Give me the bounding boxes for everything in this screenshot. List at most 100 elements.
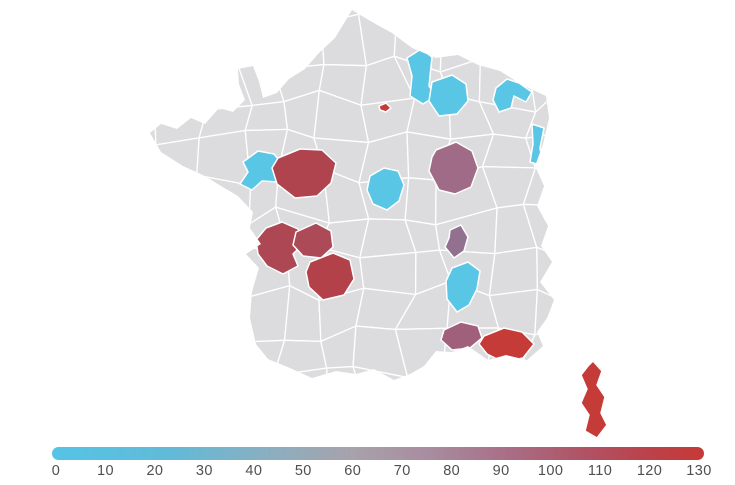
department-cell	[155, 288, 208, 339]
department-cell	[150, 288, 160, 339]
department-cell	[441, 10, 491, 29]
department-cell	[150, 10, 199, 33]
legend-gradient-bar	[52, 447, 704, 460]
department-cell	[325, 365, 369, 380]
department-cell	[401, 376, 443, 380]
department-haute-vienne[interactable]: dark red department, centre-west — 105	[305, 252, 355, 301]
department-cell	[273, 367, 329, 380]
department-vienne[interactable]: dark red department, west-centre — 95	[292, 222, 334, 259]
department-cell	[150, 208, 163, 252]
department-cell	[150, 98, 157, 146]
legend-tick-label: 30	[195, 463, 213, 479]
department-cell	[155, 241, 210, 305]
department-cell	[359, 251, 417, 296]
department-cell	[488, 246, 539, 297]
department-cell	[527, 65, 554, 113]
department-cell	[481, 404, 526, 440]
department-cell	[206, 246, 246, 305]
department-cell	[159, 210, 210, 248]
department-cell	[479, 24, 530, 68]
department-cell	[150, 54, 208, 111]
department-cell	[401, 397, 441, 432]
department-cell	[152, 398, 200, 440]
department-loire[interactable]: small purple department, centre-east — 7…	[444, 224, 469, 259]
department-corse[interactable]: Corsica, bright red island — 120	[580, 360, 608, 439]
department-charente-maritime[interactable]: dark red department, west coast — 100	[255, 221, 305, 275]
legend-tick-label: 40	[245, 463, 263, 479]
legend-tick-label: 90	[492, 463, 510, 479]
legend-tick-label: 50	[294, 463, 312, 479]
department-cell	[188, 297, 251, 343]
france-map: blue department, far north — 15blue depa…	[118, 0, 619, 440]
department-cell	[564, 298, 604, 327]
department-cell	[520, 10, 554, 38]
department-cell	[534, 288, 554, 336]
department-cell	[242, 413, 276, 440]
department-cell	[150, 143, 158, 189]
department-cell	[233, 10, 284, 34]
department-cell	[274, 397, 328, 440]
department-cell	[155, 174, 209, 214]
department-cell	[150, 241, 161, 301]
department-cell	[194, 362, 243, 380]
department-var[interactable]: bright red department, south coast — 120	[478, 327, 535, 363]
department-marne[interactable]: blue department, north-east of Paris — 2…	[428, 74, 469, 117]
department-cell	[566, 255, 605, 303]
department-cell	[150, 29, 195, 61]
legend-tick-label: 110	[587, 463, 613, 479]
department-paris[interactable]: tiny red department (Paris) — 120	[378, 102, 392, 113]
department-loiret[interactable]: blue department, centre — 25	[366, 167, 405, 211]
legend-ticks: 0 10 20 30 40 50 60 70 80 90 100 110 120 130	[0, 463, 735, 485]
department-cell	[244, 100, 289, 132]
department-cell	[481, 10, 528, 29]
department-cell	[517, 404, 580, 440]
department-maine-et-loire[interactable]: dark red department, west — 100	[271, 148, 337, 199]
department-cell	[270, 22, 325, 71]
legend-tick-label: 60	[344, 463, 362, 479]
department-bouches-du-rhone[interactable]: mauve department, south coast — 80	[440, 321, 483, 351]
department-cell	[569, 169, 619, 215]
department-cell	[196, 398, 241, 440]
department-cell	[150, 54, 156, 107]
department-cell	[244, 285, 291, 343]
department-cell	[188, 320, 251, 372]
department-cell	[567, 205, 614, 259]
department-cell	[516, 366, 554, 380]
department-meurthe-et-moselle[interactable]: blue department, north-east — 15	[492, 78, 533, 113]
legend-tick-label: 10	[96, 463, 114, 479]
department-cell	[191, 31, 236, 61]
department-cell	[395, 10, 449, 29]
legend-tick-label: 70	[393, 463, 411, 479]
department-cell	[479, 366, 521, 380]
department-cell	[151, 362, 198, 380]
department-cell	[558, 91, 609, 139]
legend-tick-label: 80	[443, 463, 461, 479]
department-cell	[568, 0, 615, 37]
legend-tick-label: 20	[146, 463, 164, 479]
department-cell	[155, 137, 200, 188]
department-cell	[150, 365, 163, 380]
department-cote-dor[interactable]: mauve department, centre-east — 75	[428, 141, 479, 195]
department-cell	[196, 129, 252, 187]
department-cell	[233, 26, 275, 71]
legend-tick-label: 120	[636, 463, 663, 479]
department-cell	[150, 185, 163, 214]
department-cell	[435, 405, 484, 440]
legend-tick-label: 100	[537, 463, 564, 479]
department-cell	[150, 326, 163, 371]
department-cell	[321, 397, 372, 440]
department-cell	[118, 409, 166, 440]
department-cell	[434, 366, 487, 380]
department-drome[interactable]: blue department, south-east — 20	[445, 261, 481, 313]
department-cell	[526, 24, 554, 71]
department-loire-atlantique[interactable]: blue department, west coast — 20	[239, 150, 285, 191]
department-cell	[158, 320, 196, 367]
department-cell	[575, 131, 618, 173]
department-cell	[558, 55, 618, 106]
legend-tick-label: 130	[686, 463, 712, 479]
department-cell	[150, 10, 168, 31]
department-cell	[357, 10, 399, 21]
department-cell	[404, 177, 437, 226]
department-cell	[367, 397, 402, 439]
legend-tick-label: 0	[51, 463, 61, 479]
